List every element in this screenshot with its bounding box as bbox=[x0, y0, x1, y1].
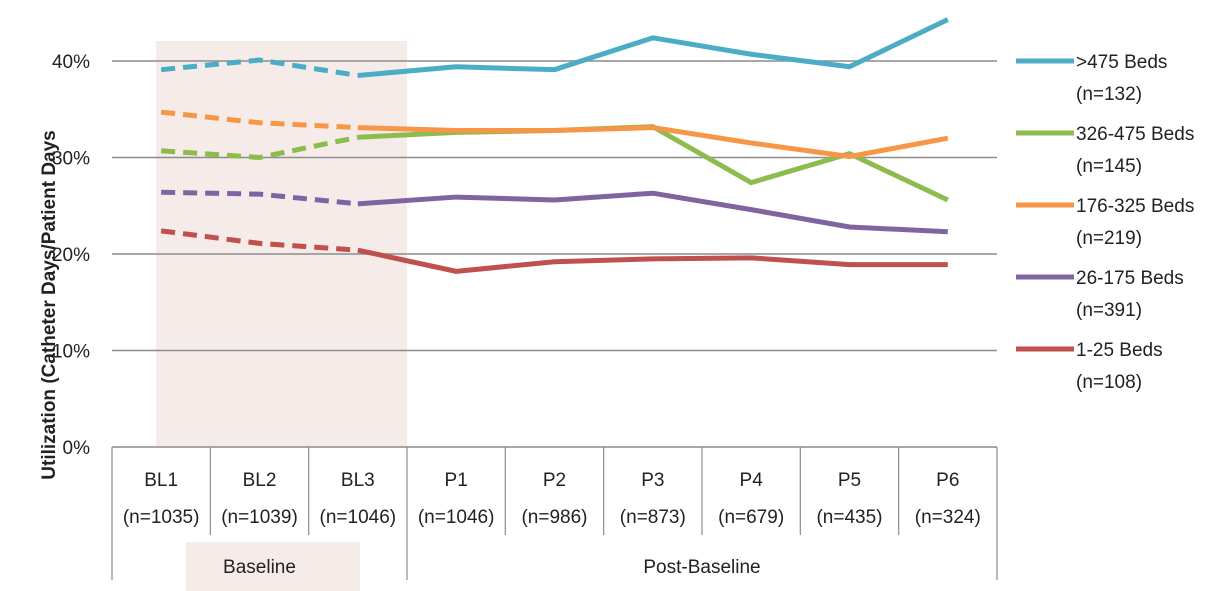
category-n-label: (n=986) bbox=[521, 507, 587, 528]
category-label: BL3 bbox=[341, 470, 375, 491]
legend-series-name: 176-325 Beds bbox=[1076, 196, 1194, 217]
category-label: P5 bbox=[838, 470, 861, 491]
series-line-post-baseline bbox=[357, 125, 949, 160]
category-label: BL1 bbox=[144, 470, 178, 491]
series-line-post-baseline bbox=[357, 17, 949, 78]
group-label: Baseline bbox=[223, 557, 296, 578]
legend-series-n: (n=132) bbox=[1076, 84, 1142, 105]
y-tick-label: 30% bbox=[52, 149, 90, 170]
legend-series-n: (n=145) bbox=[1076, 156, 1142, 177]
category-label: P4 bbox=[740, 470, 764, 491]
series-line-baseline bbox=[160, 57, 359, 78]
legend-series-name: 26-175 Beds bbox=[1076, 268, 1184, 289]
legend-series-n: (n=219) bbox=[1076, 228, 1142, 249]
series-line-baseline bbox=[160, 109, 358, 131]
category-n-label: (n=435) bbox=[816, 507, 882, 528]
category-n-label: (n=1035) bbox=[123, 507, 200, 528]
series-line-post-baseline bbox=[357, 190, 948, 235]
category-label: BL2 bbox=[243, 470, 277, 491]
legend-series-n: (n=391) bbox=[1076, 300, 1142, 321]
y-tick-label: 10% bbox=[52, 342, 90, 363]
legend-series-name: 1-25 Beds bbox=[1076, 340, 1163, 361]
legend-series-name: >475 Beds bbox=[1076, 52, 1167, 73]
category-n-label: (n=324) bbox=[915, 507, 981, 528]
group-label: Post-Baseline bbox=[643, 557, 760, 578]
category-label: P3 bbox=[641, 470, 664, 491]
category-label: P1 bbox=[445, 470, 468, 491]
series-line-post-baseline bbox=[357, 247, 948, 274]
series-line-baseline bbox=[160, 134, 359, 160]
y-tick-label: 0% bbox=[63, 438, 91, 459]
category-n-label: (n=1046) bbox=[418, 507, 495, 528]
series-line-post-baseline bbox=[357, 124, 949, 203]
y-tick-label: 40% bbox=[52, 52, 90, 73]
legend-series-name: 326-475 Beds bbox=[1076, 124, 1194, 145]
y-tick-label: 20% bbox=[52, 245, 90, 266]
category-label: P2 bbox=[543, 470, 566, 491]
legend-series-n: (n=108) bbox=[1076, 372, 1142, 393]
category-n-label: (n=1039) bbox=[221, 507, 298, 528]
category-label: P6 bbox=[936, 470, 959, 491]
series-line-baseline bbox=[161, 189, 359, 207]
category-n-label: (n=679) bbox=[718, 507, 784, 528]
series-line-baseline bbox=[160, 228, 358, 253]
y-axis-label: Utilization (Catheter Days/Patient Days bbox=[39, 130, 60, 479]
category-n-label: (n=1046) bbox=[320, 507, 397, 528]
category-n-label: (n=873) bbox=[620, 507, 686, 528]
baseline-label-shade bbox=[186, 542, 360, 591]
